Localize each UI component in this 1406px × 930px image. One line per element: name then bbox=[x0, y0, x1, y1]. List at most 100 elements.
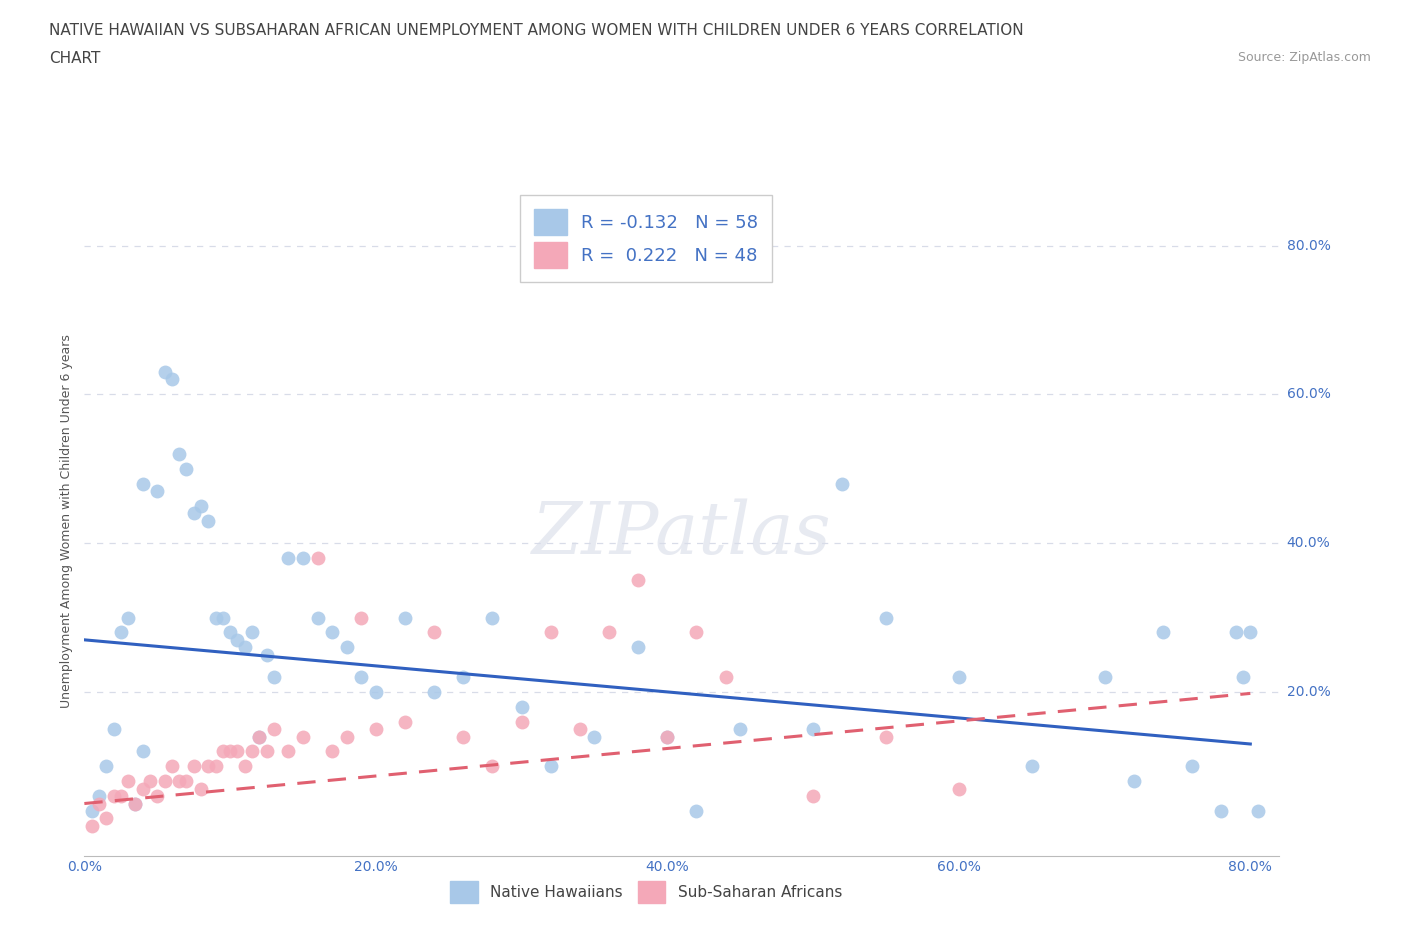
Point bbox=[110, 789, 132, 804]
Point bbox=[176, 774, 198, 789]
Point bbox=[263, 670, 285, 684]
Point bbox=[219, 744, 242, 759]
Point bbox=[350, 670, 373, 684]
Point bbox=[197, 513, 219, 528]
Point bbox=[263, 722, 285, 737]
Point bbox=[364, 722, 387, 737]
Point bbox=[1152, 625, 1174, 640]
Point bbox=[167, 446, 190, 461]
Point bbox=[875, 729, 897, 744]
Point bbox=[657, 729, 679, 744]
Point bbox=[394, 714, 416, 729]
Point bbox=[453, 670, 475, 684]
Point bbox=[627, 573, 650, 588]
Point bbox=[131, 781, 153, 796]
Point bbox=[364, 684, 387, 699]
Point bbox=[96, 811, 118, 826]
Point bbox=[153, 774, 176, 789]
Point bbox=[87, 796, 110, 811]
Point bbox=[240, 744, 263, 759]
Point bbox=[321, 744, 343, 759]
Point bbox=[80, 804, 103, 818]
Point bbox=[481, 610, 503, 625]
Point bbox=[131, 476, 153, 491]
Point bbox=[423, 625, 446, 640]
Point bbox=[190, 498, 212, 513]
Legend: Native Hawaiians, Sub-Saharan Africans: Native Hawaiians, Sub-Saharan Africans bbox=[439, 869, 853, 915]
Point bbox=[875, 610, 897, 625]
Text: 80.0%: 80.0% bbox=[1286, 238, 1330, 253]
Point bbox=[167, 774, 190, 789]
Point bbox=[948, 670, 970, 684]
Point bbox=[453, 729, 475, 744]
Point bbox=[110, 625, 132, 640]
Point bbox=[211, 610, 233, 625]
Point bbox=[657, 729, 679, 744]
Point bbox=[540, 759, 562, 774]
Point bbox=[256, 744, 278, 759]
Text: ZIPatlas: ZIPatlas bbox=[531, 498, 832, 569]
Point bbox=[197, 759, 219, 774]
Point bbox=[598, 625, 620, 640]
Point bbox=[1021, 759, 1043, 774]
Point bbox=[291, 729, 314, 744]
Point bbox=[160, 372, 183, 387]
Point bbox=[1122, 774, 1144, 789]
Point bbox=[350, 610, 373, 625]
Point bbox=[146, 484, 169, 498]
Point bbox=[481, 759, 503, 774]
Point bbox=[1181, 759, 1204, 774]
Point bbox=[160, 759, 183, 774]
Point bbox=[583, 729, 606, 744]
Point bbox=[307, 551, 329, 565]
Point bbox=[247, 729, 270, 744]
Point bbox=[307, 610, 329, 625]
Point bbox=[714, 670, 737, 684]
Point bbox=[153, 365, 176, 379]
Point bbox=[948, 781, 970, 796]
Point bbox=[117, 774, 139, 789]
Point bbox=[176, 461, 198, 476]
Point bbox=[540, 625, 562, 640]
Text: 60.0%: 60.0% bbox=[1286, 387, 1330, 402]
Point bbox=[183, 759, 205, 774]
Point bbox=[321, 625, 343, 640]
Point bbox=[568, 722, 591, 737]
Point bbox=[103, 789, 125, 804]
Point bbox=[277, 551, 299, 565]
Point bbox=[510, 699, 533, 714]
Point bbox=[394, 610, 416, 625]
Point bbox=[685, 625, 707, 640]
Point bbox=[1246, 804, 1268, 818]
Point bbox=[247, 729, 270, 744]
Text: 40.0%: 40.0% bbox=[1286, 536, 1330, 551]
Point bbox=[190, 781, 212, 796]
Point bbox=[183, 506, 205, 521]
Y-axis label: Unemployment Among Women with Children Under 6 years: Unemployment Among Women with Children U… bbox=[60, 334, 73, 708]
Point bbox=[801, 722, 824, 737]
Point bbox=[204, 759, 226, 774]
Point bbox=[124, 796, 146, 811]
Point bbox=[124, 796, 146, 811]
Point bbox=[80, 818, 103, 833]
Point bbox=[510, 714, 533, 729]
Point bbox=[87, 789, 110, 804]
Point bbox=[233, 759, 256, 774]
Text: CHART: CHART bbox=[49, 51, 101, 66]
Point bbox=[336, 640, 359, 655]
Point bbox=[1239, 625, 1261, 640]
Point bbox=[1232, 670, 1254, 684]
Point bbox=[146, 789, 169, 804]
Point bbox=[117, 610, 139, 625]
Point bbox=[336, 729, 359, 744]
Point bbox=[1211, 804, 1233, 818]
Point bbox=[627, 640, 650, 655]
Point bbox=[226, 632, 249, 647]
Point bbox=[240, 625, 263, 640]
Text: Source: ZipAtlas.com: Source: ZipAtlas.com bbox=[1237, 51, 1371, 64]
Point bbox=[801, 789, 824, 804]
Point bbox=[211, 744, 233, 759]
Point bbox=[728, 722, 751, 737]
Point bbox=[219, 625, 242, 640]
Point bbox=[256, 647, 278, 662]
